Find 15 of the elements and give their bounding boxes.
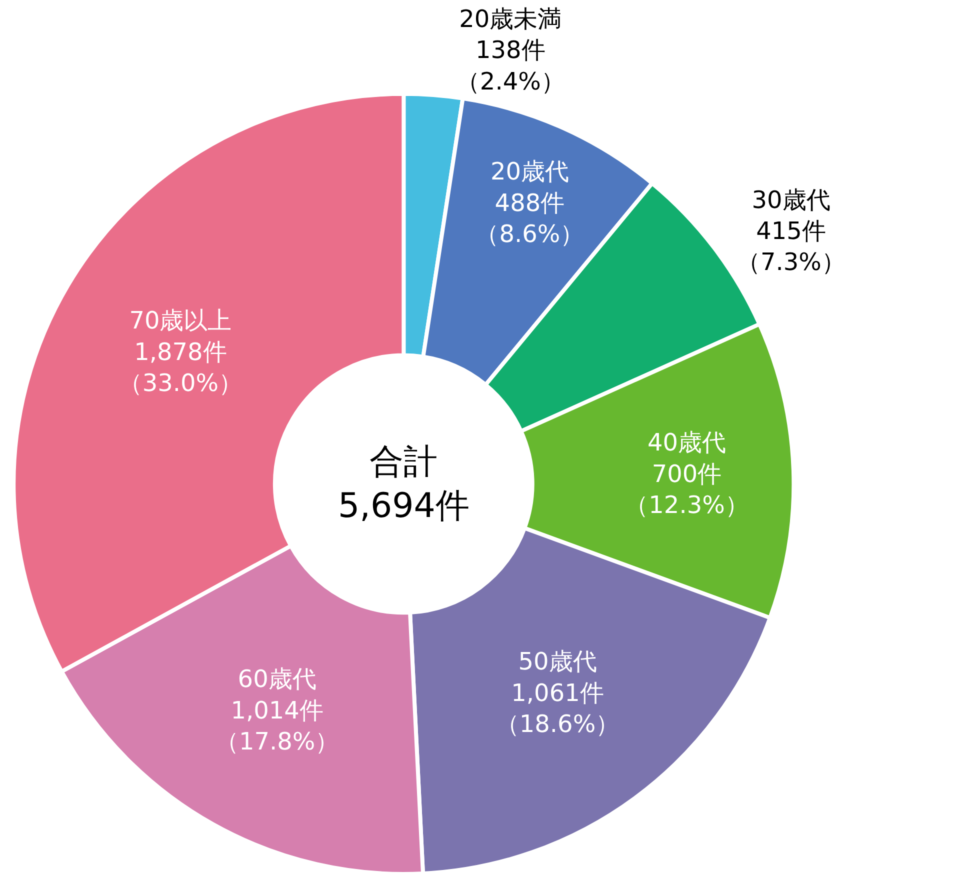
data-label: 1,061件（18.6%） — [495, 678, 620, 738]
slice-label: 20歳代 — [490, 158, 569, 186]
slice-label: 70歳以上 — [129, 306, 232, 335]
slice-label: 60歳代 — [238, 665, 316, 694]
data-label: 700件（12.3%） — [624, 460, 749, 519]
data-label: 415件（7.3%） — [736, 216, 846, 276]
slice-label: 20歳未満 — [459, 4, 562, 33]
slice-label: 40歳代 — [648, 428, 726, 457]
data-label: 1,014件（17.8%） — [214, 696, 340, 756]
data-label: 1,878件（33.0%） — [118, 338, 243, 397]
text: 合計 5,694件 — [338, 442, 470, 526]
slice-label: 50歳代 — [518, 648, 597, 676]
data-label: 138件（2.4%） — [456, 36, 565, 96]
slice-label: 30歳代 — [752, 186, 830, 214]
data-label: 488件（8.6%） — [475, 188, 584, 248]
